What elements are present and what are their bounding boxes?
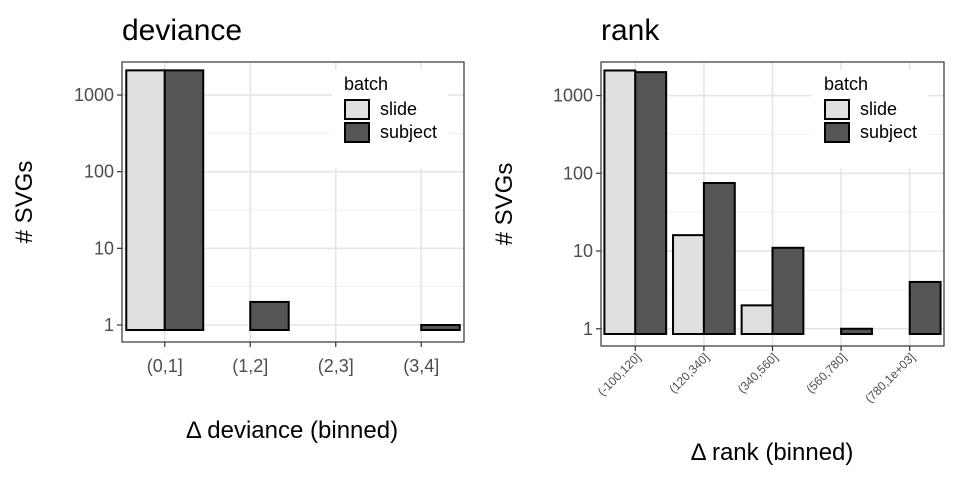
legend-title: batch [344,74,388,94]
x-axis-title: Δ rank (binned) [691,439,854,466]
legend-title: batch [824,74,868,94]
panel-border [121,61,465,343]
chart-title: deviance [122,14,242,47]
legend-label-slide: slide [860,99,897,119]
y-tick-label: 100 [84,162,114,182]
bar-subject-3 [840,327,873,335]
bar-subject-4 [908,280,942,335]
legend-label-subject: subject [380,122,437,142]
legend-key-slide [824,99,850,120]
bar-subject-0 [163,69,205,332]
bar-subject-1 [249,300,290,331]
y-tick-label: 1000 [74,85,114,105]
bar-subject-1 [702,181,736,335]
legend-key-subject [824,122,850,143]
y-tick-label: 1000 [553,86,593,106]
legend-key-slide [344,99,370,120]
y-tick-label: 1 [104,315,114,335]
y-tick-label: 10 [573,241,593,261]
x-tick-label: (0,1] [147,356,183,376]
bar-slide-0 [125,69,166,332]
y-axis-title: # SVGs [491,163,518,246]
chart-title: rank [601,14,660,47]
bar-slide-2 [740,304,774,335]
bar-slide-0 [603,69,637,336]
x-tick-label: (2,3] [318,356,354,376]
legend-label-slide: slide [380,99,417,119]
x-tick-label: (1,2] [232,356,268,376]
bar-slide-1 [672,234,705,335]
legend-label-subject: subject [860,122,917,142]
bar-subject-3 [420,323,461,331]
x-tick-label: (3,4] [403,356,439,376]
y-tick-label: 10 [94,238,114,258]
x-tick-label: (340,560] [735,350,781,396]
y-tick-label: 1 [583,319,593,339]
x-tick-label: (120,340] [666,350,712,396]
x-tick-label: (-100,120] [595,350,644,399]
x-axis-title: Δ deviance (binned) [186,417,398,444]
x-tick-label: (560,780] [803,350,849,396]
y-tick-label: 100 [563,163,593,183]
bar-subject-2 [771,246,805,335]
legend-key-subject [344,122,370,143]
bar-subject-0 [634,71,668,336]
x-tick-label: (780,1e+03] [862,350,917,405]
y-axis-title: # SVGs [11,161,38,244]
